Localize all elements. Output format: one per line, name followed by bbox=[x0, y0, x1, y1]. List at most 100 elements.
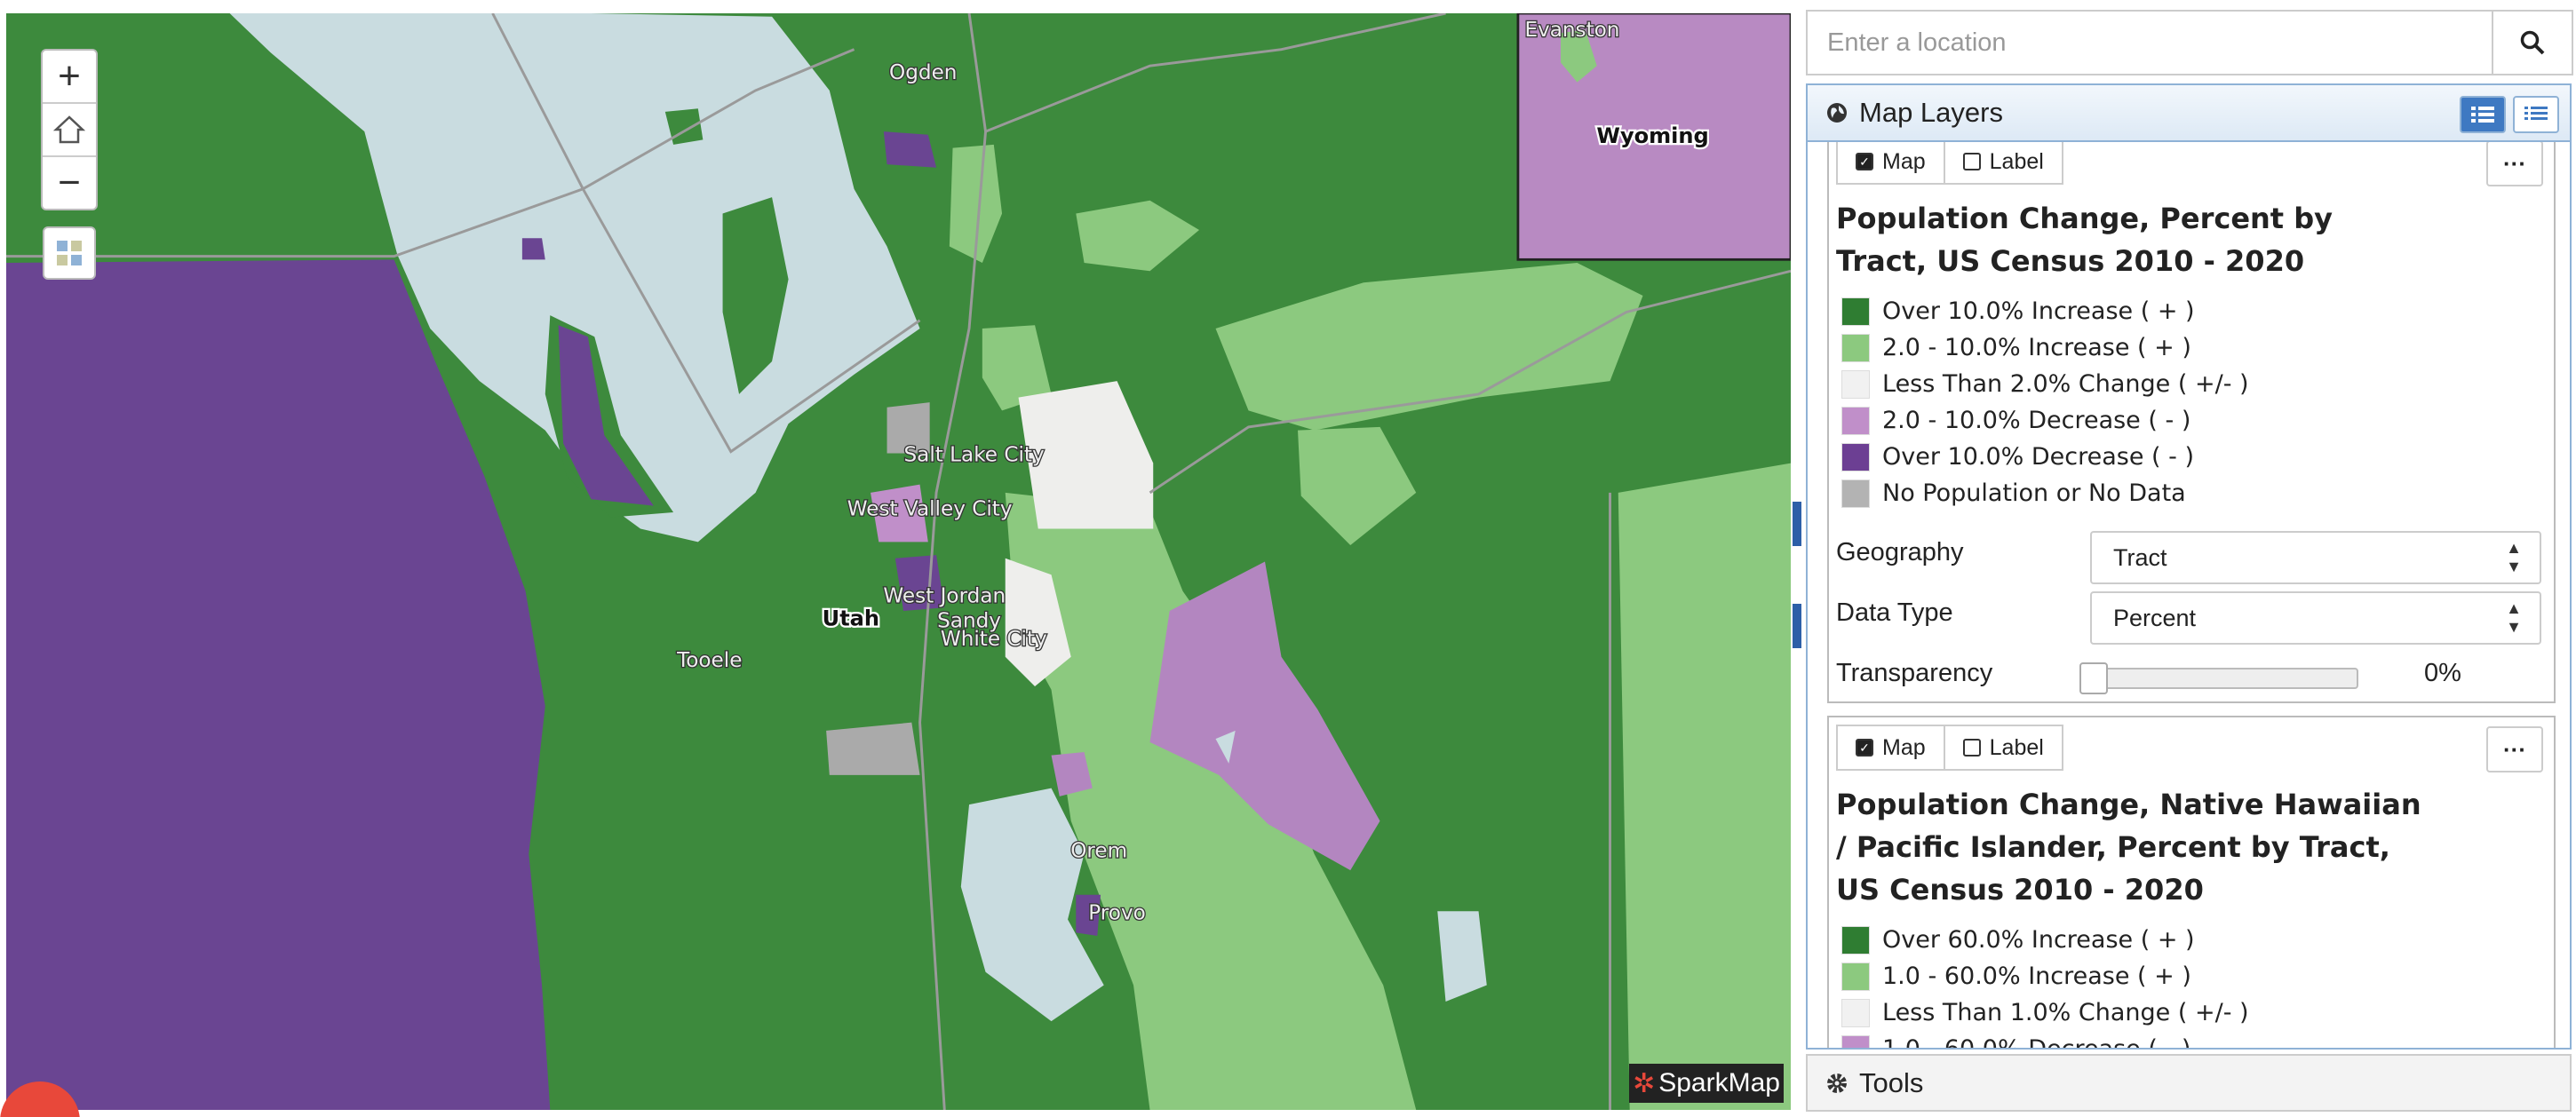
region bbox=[1298, 426, 1417, 546]
roads bbox=[6, 13, 1791, 1110]
attribution-text: SparkMap bbox=[1658, 1068, 1780, 1097]
legend-item: Over 60.0% Increase ( + ) bbox=[1841, 922, 2554, 958]
legend-label: Over 10.0% Increase ( + ) bbox=[1882, 297, 2195, 325]
region bbox=[1005, 492, 1417, 1110]
panel-title: Map Layers bbox=[1859, 97, 2003, 128]
zoom-out[interactable]: − bbox=[58, 161, 81, 204]
legend-label: Over 10.0% Decrease ( - ) bbox=[1882, 443, 2195, 471]
legend-item: Less Than 1.0% Change ( +/- ) bbox=[1841, 994, 2554, 1031]
collapse-handle[interactable] bbox=[1793, 502, 1801, 546]
layer-card: ✓ Map Label ··· Population Change, Percen… bbox=[1827, 142, 2556, 703]
select-value: Tract bbox=[2113, 543, 2167, 571]
region bbox=[826, 722, 920, 775]
legend-swatch bbox=[1841, 297, 1870, 326]
field-label: Data Type bbox=[1836, 598, 1953, 627]
layers-list: ✓ Map Label ··· Population Change, Percen… bbox=[1808, 142, 2570, 1048]
legend: Over 60.0% Increase ( + ) 1.0 - 60.0% Inc… bbox=[1841, 922, 2554, 1048]
map[interactable]: Ogden Salt Lake City West Valley City We… bbox=[6, 13, 1791, 1110]
place-label: Utah bbox=[823, 606, 879, 631]
legend-item: Over 10.0% Decrease ( - ) bbox=[1841, 439, 2554, 475]
place-label: West Jordan bbox=[883, 585, 1006, 608]
zoom-in[interactable]: + bbox=[43, 51, 96, 104]
search-input[interactable]: Enter a location bbox=[1827, 28, 2007, 57]
more-button[interactable]: ··· bbox=[2486, 726, 2543, 772]
legend-swatch bbox=[1841, 406, 1870, 435]
legend-item: 1.0 - 60.0% Increase ( + ) bbox=[1841, 958, 2554, 994]
region bbox=[1076, 200, 1200, 272]
region bbox=[1005, 558, 1071, 687]
data-type-row: Data Type Percent ▲ ▼ bbox=[1829, 591, 2554, 652]
place-label: Wyoming bbox=[1596, 123, 1708, 148]
legend-item: No Population or No Data bbox=[1841, 475, 2554, 511]
legend-swatch bbox=[1841, 442, 1870, 471]
legend-item: 2.0 - 10.0% Increase ( + ) bbox=[1841, 329, 2554, 366]
map-labels: Ogden Salt Lake City West Valley City We… bbox=[675, 18, 1711, 926]
region bbox=[1051, 751, 1093, 796]
attribution[interactable]: ✲ SparkMap bbox=[1629, 1064, 1784, 1103]
view-toggle[interactable] bbox=[2513, 96, 2559, 133]
place-label: Salt Lake City bbox=[904, 444, 1045, 467]
legend-swatch bbox=[1841, 962, 1870, 991]
field-label: Transparency bbox=[1836, 659, 1993, 687]
legend-swatch bbox=[1841, 369, 1870, 399]
legend-swatch bbox=[1841, 479, 1870, 508]
data-type-select[interactable]: Percent ▲ ▼ bbox=[2090, 591, 2541, 645]
region bbox=[1215, 263, 1643, 431]
geography-select[interactable]: Tract ▲ ▼ bbox=[2090, 531, 2541, 584]
select-value: Percent bbox=[2113, 604, 2197, 631]
geography-row: Geography Tract ▲ ▼ bbox=[1829, 531, 2554, 591]
button-label: Map bbox=[1882, 734, 1926, 760]
lake bbox=[1215, 730, 1236, 764]
layer-title: Population Change, Percent by Tract, US … bbox=[1836, 202, 2333, 278]
legend-label: Over 60.0% Increase ( + ) bbox=[1882, 926, 2195, 954]
place-label: Orem bbox=[1070, 839, 1127, 862]
legend-item: Less Than 2.0% Change ( +/- ) bbox=[1841, 366, 2554, 402]
place-label: Evanston bbox=[1524, 19, 1619, 42]
collapse-handle[interactable] bbox=[1793, 604, 1801, 648]
view-toggles bbox=[2460, 96, 2559, 133]
lake bbox=[1437, 911, 1487, 1002]
panel-header[interactable]: Map Layers bbox=[1808, 85, 2570, 142]
place-label: Ogden bbox=[889, 61, 957, 84]
search-bar: Enter a location bbox=[1806, 10, 2573, 75]
zoom-controls: + − bbox=[41, 49, 98, 210]
region bbox=[1018, 381, 1154, 529]
region bbox=[1076, 894, 1101, 937]
basemap-button[interactable] bbox=[43, 226, 96, 280]
more-button[interactable]: ··· bbox=[2486, 142, 2543, 186]
region bbox=[982, 325, 1052, 411]
map-toggle[interactable]: ✓ Map bbox=[1836, 725, 1945, 771]
legend-label: 1.0 - 60.0% Decrease ( - ) bbox=[1882, 1035, 2190, 1048]
tools-bar[interactable]: Tools bbox=[1806, 1054, 2572, 1112]
region bbox=[886, 402, 930, 454]
transparency-slider[interactable] bbox=[2079, 662, 2358, 694]
region bbox=[6, 259, 551, 1110]
legend-swatch bbox=[1841, 333, 1870, 362]
region bbox=[1149, 561, 1380, 871]
place-label: Tooele bbox=[676, 649, 742, 672]
transparency-value: 0% bbox=[2424, 659, 2461, 687]
layer-title: Population Change, Native Hawaiian / Pac… bbox=[1836, 788, 2421, 907]
button-label: Label bbox=[1989, 148, 2044, 174]
region bbox=[949, 144, 1003, 264]
map-toggle[interactable]: ✓ Map bbox=[1836, 142, 1945, 185]
legend-swatch bbox=[1841, 925, 1870, 955]
region bbox=[1618, 463, 1791, 1110]
home-button[interactable] bbox=[43, 104, 96, 157]
legend-item: 1.0 - 60.0% Decrease ( - ) bbox=[1841, 1031, 2554, 1048]
legend-swatch bbox=[1841, 1034, 1870, 1048]
label-toggle[interactable]: Label bbox=[1944, 725, 2063, 771]
button-label: Map bbox=[1882, 148, 1926, 174]
corner-widget[interactable] bbox=[0, 1081, 80, 1117]
field-label: Geography bbox=[1836, 538, 1964, 566]
label-toggle[interactable]: Label bbox=[1944, 142, 2063, 185]
region bbox=[558, 325, 654, 506]
place-label: White City bbox=[941, 628, 1047, 651]
layer-card: ✓ Map Label ··· Population Change, Native… bbox=[1827, 716, 2556, 1048]
place-label: Provo bbox=[1088, 902, 1146, 925]
search-button[interactable] bbox=[2492, 12, 2572, 74]
view-toggle[interactable] bbox=[2460, 96, 2506, 133]
region bbox=[521, 238, 545, 260]
legend-item: 2.0 - 10.0% Decrease ( - ) bbox=[1841, 402, 2554, 439]
